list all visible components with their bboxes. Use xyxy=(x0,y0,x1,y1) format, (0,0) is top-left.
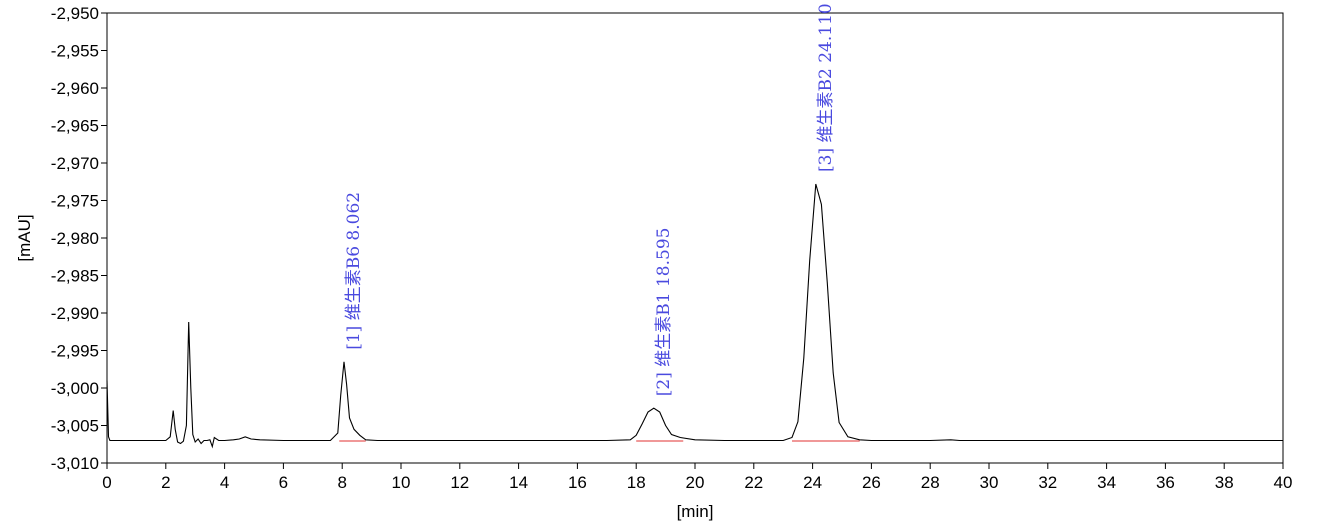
x-tick-label: 32 xyxy=(1038,473,1057,492)
x-tick-label: 36 xyxy=(1156,473,1175,492)
y-tick-label: -2,960 xyxy=(51,79,99,98)
y-tick-label: -2,975 xyxy=(51,192,99,211)
x-axis-title: [min] xyxy=(677,502,714,521)
peak-label-1: [1] 维生素B6 8.062 xyxy=(344,192,364,350)
y-tick-label: -3,005 xyxy=(51,417,99,436)
y-tick-label: -2,980 xyxy=(51,229,99,248)
x-tick-label: 16 xyxy=(568,473,587,492)
x-tick-label: 10 xyxy=(392,473,411,492)
x-tick-label: 34 xyxy=(1097,473,1116,492)
y-tick-label: -3,010 xyxy=(51,454,99,473)
x-tick-label: 30 xyxy=(980,473,999,492)
y-tick-label: -2,995 xyxy=(51,342,99,361)
x-tick-label: 40 xyxy=(1274,473,1293,492)
x-tick-label: 22 xyxy=(744,473,763,492)
x-tick-label: 8 xyxy=(337,473,346,492)
y-tick-label: -2,950 xyxy=(51,4,99,23)
y-tick-label: -2,990 xyxy=(51,304,99,323)
x-tick-label: 0 xyxy=(102,473,111,492)
x-tick-label: 18 xyxy=(627,473,646,492)
peak-label-3: [3] 维生素B2 24.110 xyxy=(816,3,836,172)
peak-label-2: [2] 维生素B1 18.595 xyxy=(654,228,674,397)
y-axis: -2,950 -2,955 -2,960 -2,965 -2,970 -2,975 -2,9… xyxy=(51,4,107,473)
x-tick-label: 38 xyxy=(1215,473,1234,492)
x-tick-label: 20 xyxy=(686,473,705,492)
x-tick-label: 6 xyxy=(279,473,288,492)
x-tick-label: 28 xyxy=(921,473,940,492)
plot-area xyxy=(106,12,1284,464)
y-axis-title: [mAU] xyxy=(15,214,34,261)
peak-labels: [1] 维生素B6 8.062 [2] 维生素B1 18.595 [3] 维生素B2… xyxy=(344,3,836,396)
y-tick-label: -2,965 xyxy=(51,117,99,136)
x-tick-label: 14 xyxy=(509,473,528,492)
y-tick-label: -2,985 xyxy=(51,267,99,286)
y-tick-label: -2,955 xyxy=(51,42,99,61)
x-tick-label: 2 xyxy=(161,473,170,492)
y-tick-label: -2,970 xyxy=(51,154,99,173)
x-tick-label: 26 xyxy=(862,473,881,492)
x-tick-label: 24 xyxy=(803,473,822,492)
y-tick-label: -3,000 xyxy=(51,379,99,398)
x-axis: 0 2 4 6 8 10 12 14 16 18 20 22 24 26 28 30 32 34 36 38 40 xyxy=(102,463,1292,492)
chromatogram-trace xyxy=(106,183,1283,449)
x-tick-label: 12 xyxy=(450,473,469,492)
x-tick-label: 4 xyxy=(220,473,229,492)
